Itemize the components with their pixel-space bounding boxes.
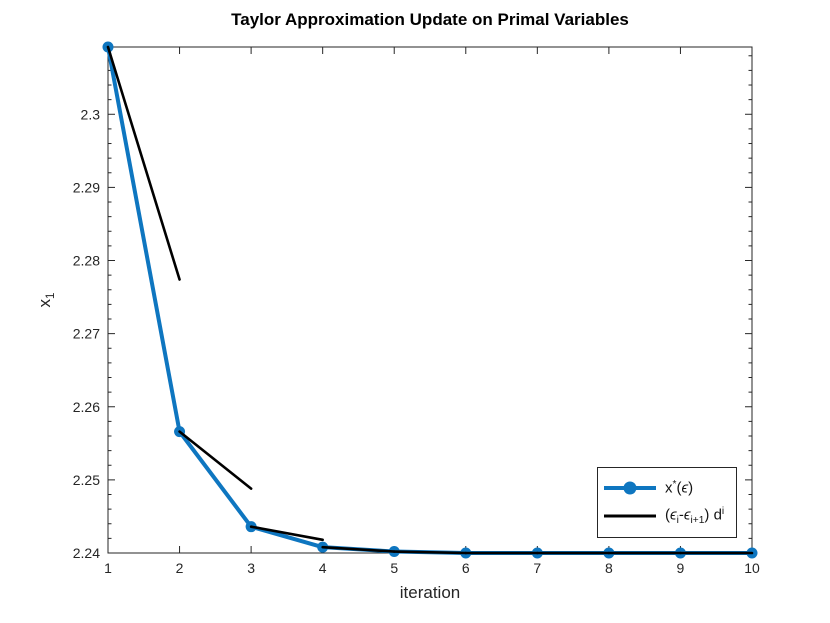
y-tick-label: 2.26 [73, 399, 100, 415]
x-tick-label: 9 [677, 560, 685, 576]
x-axis-label: iteration [399, 583, 461, 602]
taylor-segment [392, 550, 468, 555]
y-tick-label: 2.24 [73, 545, 100, 561]
x-tick-label: 2 [176, 560, 184, 576]
x-tick-label: 8 [605, 560, 613, 576]
text-part: x [665, 479, 673, 497]
text-part: ( [676, 479, 682, 497]
text-part: ϵ [681, 479, 689, 497]
text-part: - [678, 506, 684, 524]
x-tick-label: 5 [390, 560, 398, 576]
legend-label-primal: x*(ϵ) [665, 479, 693, 497]
text-part: ) [688, 479, 694, 497]
legend-entry-primal: x*(ϵ) [604, 479, 730, 497]
taylor-segment [106, 45, 181, 281]
legend-entry-taylor: (ϵi-ϵi+1) di [604, 506, 730, 526]
y-tick-label: 2.28 [73, 253, 100, 269]
x-tick-label: 6 [462, 560, 470, 576]
x-tick-label: 7 [533, 560, 541, 576]
y-tick-label: 2.3 [81, 106, 101, 122]
legend-label-taylor: (ϵi-ϵi+1) di [665, 506, 724, 526]
taylor-segment [178, 430, 253, 490]
text-part: ( [665, 506, 670, 524]
y-tick-label: 2.25 [73, 472, 100, 488]
text-part: ) d [704, 506, 722, 524]
text-part: x [35, 298, 54, 308]
x-tick-label: 10 [744, 560, 760, 576]
y-axis-ticks: 2.24 2.25 2.26 2.27 2.28 2.29 2.3 [73, 106, 752, 561]
taylor-segment [249, 525, 324, 542]
x-tick-label: 4 [319, 560, 327, 576]
legend: x*(ϵ) (ϵi-ϵi+1) di [597, 467, 737, 538]
text-part: 1 [45, 292, 58, 299]
primal-marker-icon [623, 481, 637, 495]
chart-title: Taylor Approximation Update on Primal Va… [231, 10, 629, 29]
y-tick-label: 2.27 [73, 326, 100, 342]
taylor-line-sample [604, 507, 656, 524]
y-axis-label: x1 [35, 240, 59, 360]
text-part: ϵ [683, 506, 691, 524]
text-part: i+1 [690, 514, 705, 526]
taylor-series [106, 45, 754, 555]
text-part: ϵ [670, 506, 677, 524]
taylor-line-icon [604, 514, 656, 518]
y-tick-label: 2.29 [73, 179, 100, 195]
y-minor-ticks [108, 55, 752, 539]
taylor-segment [321, 545, 396, 553]
x-tick-label: 3 [247, 560, 255, 576]
x-tick-label: 1 [104, 560, 112, 576]
text-part: i [676, 514, 679, 526]
primal-line-sample [604, 479, 656, 496]
text-part: * [672, 479, 677, 491]
text-part: i [721, 505, 725, 517]
